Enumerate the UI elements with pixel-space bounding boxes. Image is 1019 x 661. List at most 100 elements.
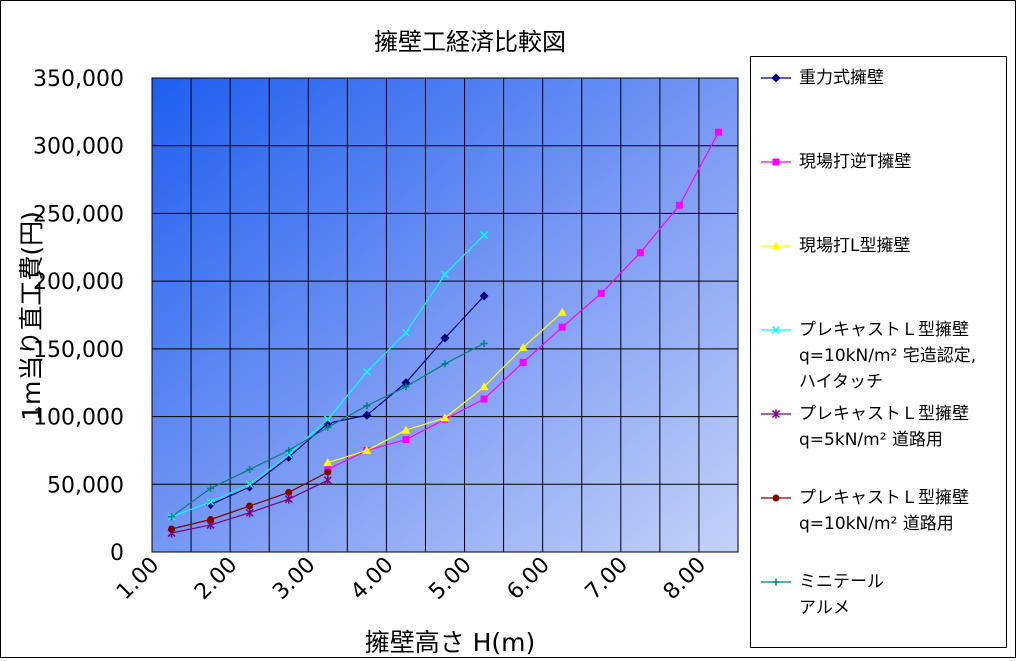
- data-point: [245, 480, 254, 489]
- x-axis-label: 擁壁高さ H(m): [364, 628, 536, 657]
- data-point: [246, 502, 254, 510]
- marker-triangle: [401, 425, 411, 434]
- marker-x: [206, 497, 215, 506]
- marker-circle: [168, 525, 176, 533]
- data-point: [518, 343, 528, 352]
- marker-triangle: [479, 382, 489, 391]
- data-point: [363, 402, 371, 410]
- data-point: [401, 425, 411, 434]
- legend-marker: [761, 494, 791, 502]
- legend-point: [771, 325, 781, 335]
- marker-circle: [772, 494, 780, 502]
- data-point: [324, 468, 332, 476]
- legend-point: [771, 241, 781, 250]
- data-point: [558, 323, 566, 331]
- data-point: [246, 465, 254, 473]
- data-point: [323, 475, 332, 485]
- y-tick-label: 250,000: [33, 202, 124, 227]
- data-point: [402, 436, 410, 444]
- data-point: [207, 515, 215, 523]
- data-point: [479, 382, 489, 391]
- legend-label: プレキャストＬ型擁壁 q=10kN/m² 道路用: [799, 488, 969, 534]
- data-point: [285, 488, 293, 496]
- legend-point: [771, 73, 781, 83]
- marker-x: [771, 325, 781, 335]
- data-point: [402, 383, 410, 391]
- legend-marker: [761, 73, 791, 83]
- data-point: [401, 328, 410, 337]
- data-point: [323, 415, 332, 424]
- data-point: [207, 484, 215, 492]
- data-point: [168, 513, 176, 521]
- legend: 重力式擁壁 現場打逆T擁壁 現場打L型擁壁 プレキャストＬ型擁壁 q=10kN/…: [750, 56, 1007, 648]
- data-point: [206, 497, 215, 506]
- marker-circle: [246, 502, 254, 510]
- legend-label: 現場打L型擁壁: [799, 236, 911, 256]
- y-tick-label: 0: [110, 541, 124, 566]
- marker-square: [402, 436, 410, 444]
- marker-square: [714, 128, 722, 136]
- marker-plus: [441, 360, 449, 368]
- marker-diamond: [479, 291, 489, 301]
- data-point: [480, 395, 488, 403]
- marker-triangle: [771, 241, 781, 250]
- y-tick-label: 350,000: [33, 67, 124, 92]
- marker-x: [362, 367, 371, 376]
- x-tick-label: 7.00: [581, 553, 633, 605]
- marker-x: [323, 415, 332, 424]
- data-point: [285, 446, 293, 454]
- data-point: [168, 525, 176, 533]
- legend-marker: [761, 409, 791, 419]
- data-point: [284, 494, 293, 504]
- marker-star: [245, 508, 254, 518]
- marker-triangle: [557, 307, 567, 316]
- marker-triangle: [440, 413, 450, 422]
- x-tick-label: 8.00: [659, 553, 711, 605]
- y-tick-label: 300,000: [33, 135, 124, 160]
- marker-plus: [207, 484, 215, 492]
- legend-label: ミニテール アルメ: [799, 572, 884, 618]
- marker-plus: [285, 446, 293, 454]
- x-tick-label: 5.00: [424, 553, 476, 605]
- marker-square: [558, 323, 566, 331]
- x-tick-label: 3.00: [268, 553, 320, 605]
- data-point: [479, 291, 489, 301]
- legend-marker: [761, 578, 791, 586]
- data-point: [714, 128, 722, 136]
- data-point: [440, 333, 450, 343]
- marker-x: [245, 480, 254, 489]
- marker-plus: [772, 578, 780, 586]
- marker-square: [675, 201, 683, 209]
- data-point: [675, 201, 683, 209]
- marker-plus: [246, 465, 254, 473]
- marker-triangle: [323, 458, 333, 467]
- data-point: [324, 423, 332, 431]
- series-line: [210, 295, 485, 506]
- data-point: [441, 360, 449, 368]
- marker-plus: [168, 513, 176, 521]
- marker-x: [480, 231, 489, 240]
- legend-marker: [761, 241, 791, 250]
- legend-label: 重力式擁壁: [799, 68, 884, 88]
- marker-square: [480, 395, 488, 403]
- marker-star: [771, 409, 781, 419]
- marker-square: [597, 289, 605, 297]
- data-point: [519, 358, 527, 366]
- marker-circle: [207, 515, 215, 523]
- y-axis-label: 1m当り直工費(円): [17, 211, 46, 421]
- marker-diamond: [771, 73, 781, 83]
- data-point: [362, 445, 372, 454]
- marker-square: [519, 358, 527, 366]
- data-point: [245, 508, 254, 518]
- marker-plus: [402, 383, 410, 391]
- data-point: [597, 289, 605, 297]
- marker-triangle: [518, 343, 528, 352]
- data-point: [557, 307, 567, 316]
- legend-point: [772, 578, 780, 586]
- marker-circle: [324, 468, 332, 476]
- plot-border: [151, 77, 739, 553]
- legend-label: 現場打逆T擁壁: [799, 152, 912, 172]
- marker-plus: [480, 339, 488, 347]
